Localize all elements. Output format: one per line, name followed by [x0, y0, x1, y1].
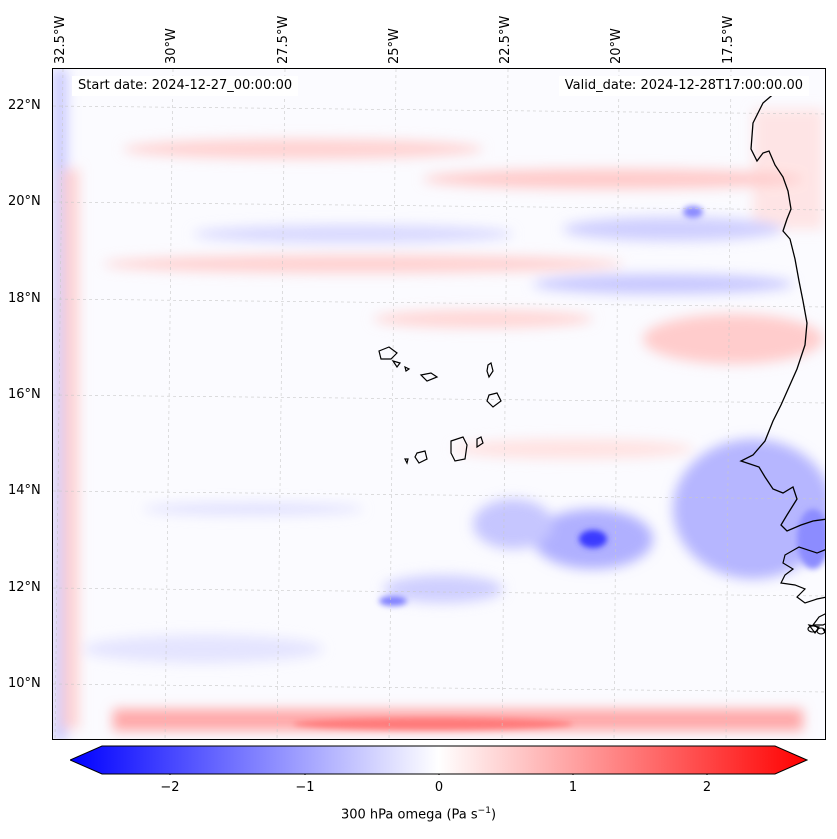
africa-coastline	[739, 90, 825, 532]
colorbar-label-exponent: −1	[477, 806, 491, 816]
lon-label: 27.5°W	[276, 15, 291, 64]
lat-label: 22°N	[8, 98, 41, 113]
omega-field-map	[53, 69, 825, 739]
lon-label: 22.5°W	[498, 15, 513, 64]
colorbar-label-text: 300 hPa omega (Pa s	[340, 807, 478, 823]
colorbar-tick-label: −1	[295, 780, 315, 795]
colorbar-tick-label: 0	[434, 780, 444, 795]
lon-label: 32.5°W	[53, 15, 68, 64]
lat-label: 14°N	[8, 483, 41, 498]
lon-label: 25°W	[387, 28, 402, 64]
lat-label: 20°N	[8, 194, 41, 209]
bissagos-islands	[807, 625, 825, 635]
lat-label: 10°N	[8, 676, 41, 691]
colorbar	[70, 745, 808, 775]
lon-label: 17.5°W	[721, 15, 736, 64]
graticule	[53, 69, 825, 739]
colorbar-tick-label: −2	[160, 780, 180, 795]
map-panel	[52, 68, 826, 740]
lon-label: 20°W	[609, 28, 624, 64]
lat-label: 12°N	[8, 580, 41, 595]
colorbar-tick-label: 1	[568, 780, 578, 795]
cape-verde-islands	[378, 346, 502, 465]
lon-label: 30°W	[164, 28, 179, 64]
colorbar-tick-marks	[169, 774, 708, 775]
colorbar-tick-label: 2	[702, 780, 712, 795]
omega-field-cores	[293, 206, 825, 730]
gambia-guinea-coastline	[780, 546, 825, 635]
lat-label: 18°N	[8, 291, 41, 306]
valid-date-label: Valid_date: 2024-12-28T17:00:00.00	[558, 76, 809, 96]
start-date-label: Start date: 2024-12-27_00:00:00	[72, 76, 299, 96]
lat-label: 16°N	[8, 387, 41, 402]
colorbar-label: 300 hPa omega (Pa s−1)	[0, 806, 837, 822]
colorbar-label-end: )	[490, 807, 497, 823]
colorbar-gradient	[70, 745, 808, 775]
